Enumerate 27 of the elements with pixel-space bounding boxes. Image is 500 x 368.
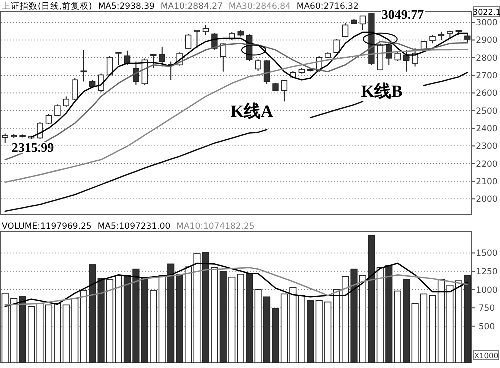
y-tick-label: 2800: [476, 54, 498, 64]
text: 3022.1: [473, 8, 500, 17]
y-tick-label: 3000: [476, 18, 498, 29]
y-tick-label: 1000: [476, 286, 498, 296]
y-tick-label: 2600: [476, 89, 498, 100]
text: MA60:2716.32: [296, 2, 359, 12]
y-tick-label: 2400: [476, 124, 498, 135]
y-tick-label: 500: [478, 322, 496, 332]
text: MA5:2938.39: [98, 2, 155, 12]
text: MA5:1097231.00: [98, 222, 171, 232]
y-tick-label: 2700: [476, 72, 498, 82]
y-tick-label: 1500: [476, 249, 498, 260]
y-tick-label: 1250: [476, 268, 498, 278]
y-tick-label: 2100: [476, 177, 498, 188]
text: MA10:1074182.25: [176, 222, 255, 232]
y-tick-label: 2200: [476, 160, 498, 170]
y-tick-label: 2000: [476, 195, 498, 206]
y-tick-label: 2500: [476, 106, 498, 117]
text: MA10:2884.27: [160, 2, 223, 12]
annotation: K线A: [230, 102, 274, 121]
text: MA30:2846.84: [228, 2, 291, 12]
chart-title: VOLUME:1197969.25: [2, 222, 92, 232]
y-tick-label: 2900: [476, 36, 498, 46]
y-tick-label: 2300: [476, 142, 498, 152]
annotation: K线B: [361, 82, 403, 101]
chart-title: 上证指数(日线,前复权): [2, 1, 92, 12]
y-tick-label: 750: [478, 304, 496, 314]
